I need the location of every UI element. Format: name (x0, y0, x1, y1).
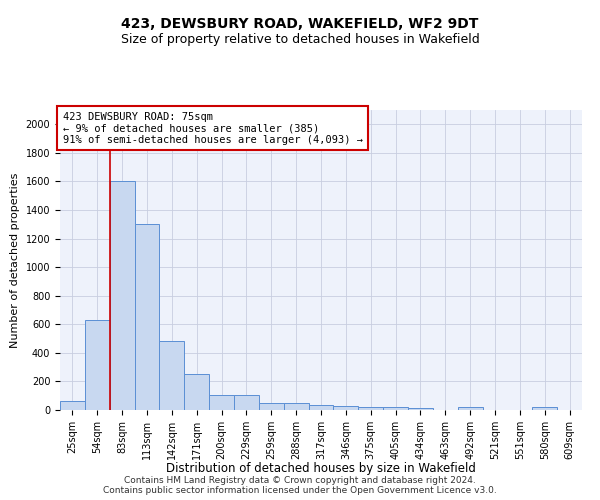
Bar (110, 182, 134, 410)
Bar (358, 407, 383, 410)
Text: Size of property relative to detached houses in Wakefield: Size of property relative to detached ho… (121, 32, 479, 46)
Bar (259, 403, 284, 410)
Text: 423, DEWSBURY ROAD, WAKEFIELD, WF2 9DT: 423, DEWSBURY ROAD, WAKEFIELD, WF2 9DT (121, 18, 479, 32)
Text: Contains HM Land Registry data © Crown copyright and database right 2024.
Contai: Contains HM Land Registry data © Crown c… (103, 476, 497, 495)
Y-axis label: Number of detached properties: Number of detached properties (10, 172, 20, 348)
Bar (458, 407, 482, 410)
Bar (60, 402, 85, 410)
Bar (532, 407, 557, 410)
Bar (134, 224, 160, 410)
Bar (160, 342, 184, 410)
Bar (234, 395, 259, 410)
Bar (284, 403, 308, 410)
Bar (334, 406, 358, 410)
Bar (383, 407, 408, 410)
Bar (308, 405, 334, 410)
Bar (209, 395, 234, 410)
Bar (85, 320, 110, 410)
X-axis label: Distribution of detached houses by size in Wakefield: Distribution of detached houses by size … (166, 462, 476, 475)
Text: 423 DEWSBURY ROAD: 75sqm
← 9% of detached houses are smaller (385)
91% of semi-d: 423 DEWSBURY ROAD: 75sqm ← 9% of detache… (62, 112, 362, 144)
Bar (184, 374, 209, 410)
Bar (408, 408, 433, 410)
